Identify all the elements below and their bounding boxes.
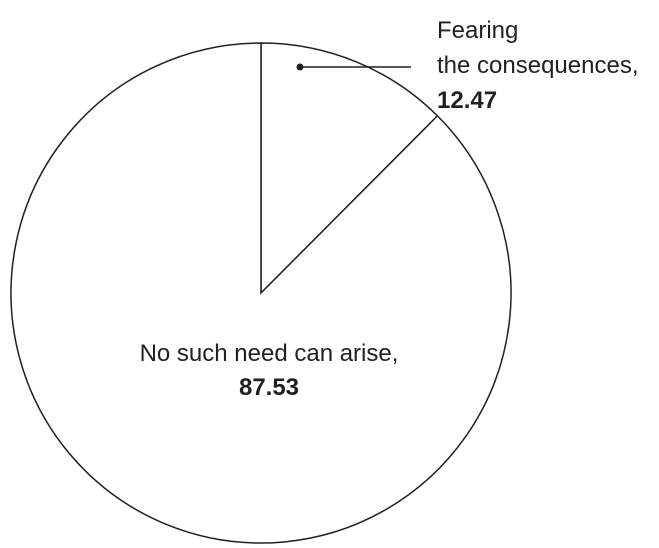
leader-dot — [296, 63, 304, 71]
slice-label-no-need: No such need can arise, — [140, 340, 399, 367]
slice-label-fearing-line2: the consequences, — [437, 52, 638, 79]
slice-value-no-need: 87.53 — [239, 374, 299, 401]
slice-label-fearing-line1: Fearing — [437, 17, 518, 44]
pie-slice-0 — [260, 42, 439, 295]
pie-slice-1 — [10, 42, 512, 544]
slice-value-fearing: 12.47 — [437, 87, 497, 114]
